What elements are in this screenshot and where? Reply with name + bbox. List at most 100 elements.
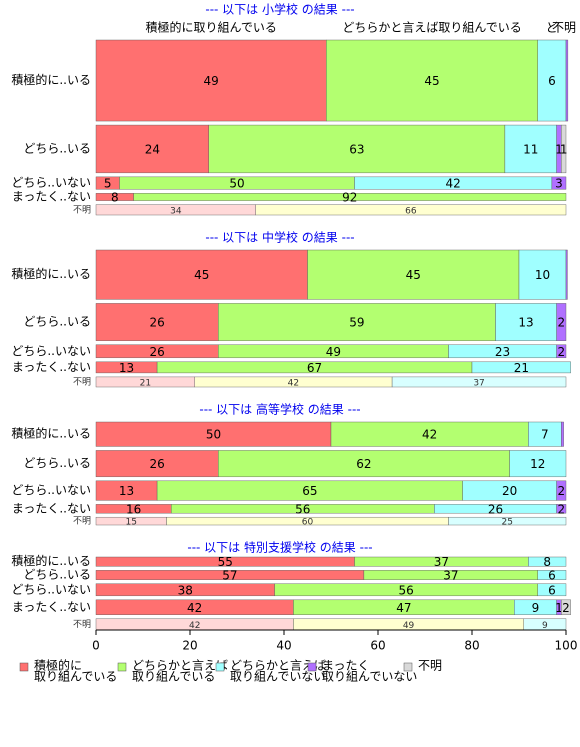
- column-label: どちらかと言えば取り組んでいる: [342, 21, 521, 35]
- value-label: 8: [543, 555, 551, 569]
- value-label: 2: [557, 484, 565, 498]
- bar-segment: [133, 193, 567, 201]
- value-label: 37: [473, 378, 484, 388]
- value-label: 26: [149, 316, 164, 330]
- bar-segment: [95, 303, 219, 341]
- value-label: 6: [548, 74, 556, 88]
- legend-swatch: [117, 662, 127, 672]
- panel-title: --- 以下は 中学校 の結果 ---: [205, 230, 354, 245]
- legend-label: 積極的に: [34, 658, 82, 673]
- value-label: 50: [229, 177, 244, 191]
- value-label: 24: [145, 142, 160, 156]
- row-label: まったく..ない: [12, 189, 91, 203]
- row-label: 不明: [73, 204, 91, 215]
- row-label: 積極的に..いる: [11, 426, 91, 441]
- value-label: 20: [502, 484, 517, 498]
- value-label: 59: [349, 316, 364, 330]
- legend-label: 不明: [418, 659, 442, 673]
- value-label: 49: [204, 74, 219, 88]
- bar-segment: [518, 249, 567, 300]
- bar-segment: [537, 570, 567, 580]
- value-label: 42: [288, 378, 299, 388]
- bar-segment: [565, 39, 569, 122]
- column-label: 積極的に取り組んでいる: [145, 20, 276, 35]
- value-label: 56: [295, 502, 310, 516]
- row-label: どちら..いる: [23, 568, 91, 582]
- bar-segment: [528, 556, 567, 567]
- value-label: 34: [170, 206, 182, 216]
- row-label: まったく..ない: [12, 360, 91, 374]
- value-label: 1: [555, 142, 563, 156]
- value-label: 26: [488, 502, 503, 516]
- row-label: 不明: [73, 516, 91, 527]
- bar-segment: [391, 376, 567, 388]
- bar-segment: [561, 124, 567, 174]
- bar-segment: [561, 599, 571, 615]
- row-label: 積極的に..いる: [11, 553, 91, 568]
- value-label: 13: [119, 361, 134, 375]
- value-label: 8: [111, 190, 119, 204]
- value-label: 37: [443, 569, 458, 583]
- bar-segment: [556, 504, 567, 514]
- legend-swatch: [307, 662, 317, 672]
- bar-segment: [509, 450, 567, 478]
- value-label: 26: [149, 457, 164, 471]
- legend-label: どちらかと言えば: [132, 659, 228, 673]
- bar-segment: [565, 249, 568, 300]
- value-label: 50: [206, 428, 221, 442]
- value-label: 23: [495, 345, 510, 359]
- value-label: 38: [178, 583, 193, 597]
- x-tick-label: 40: [276, 639, 291, 653]
- value-label: 49: [326, 345, 341, 359]
- row-label: どちら..いる: [23, 141, 91, 155]
- value-label: 60: [302, 518, 314, 528]
- bar-segment: [217, 303, 496, 341]
- value-label: 45: [424, 74, 439, 88]
- value-label: 45: [406, 268, 421, 282]
- bar-segment: [495, 303, 557, 341]
- value-label: 13: [518, 316, 533, 330]
- bar-segment: [95, 39, 327, 122]
- bar-segment: [528, 421, 562, 447]
- value-label: 62: [356, 457, 371, 471]
- value-label: 66: [405, 206, 417, 216]
- bar-segment: [95, 124, 210, 174]
- value-label: 3: [555, 177, 563, 191]
- legend-label: 取り組んでいる: [34, 670, 117, 684]
- bar-segment: [448, 516, 567, 526]
- value-label: 6: [548, 569, 556, 583]
- row-label: どちら..いる: [23, 315, 91, 329]
- value-label: 49: [403, 621, 415, 631]
- row-label: 不明: [73, 376, 91, 387]
- value-label: 16: [126, 502, 141, 516]
- column-label: ど: [546, 21, 558, 35]
- legend-label: まったく: [322, 659, 370, 673]
- panel-title: --- 以下は 高等学校 の結果 ---: [199, 402, 360, 417]
- value-label: 37: [434, 555, 449, 569]
- value-label: 2: [557, 345, 565, 359]
- x-tick-label: 100: [555, 639, 578, 653]
- value-label: 21: [514, 361, 529, 375]
- legend-swatch: [19, 662, 29, 672]
- bar-segment: [537, 583, 567, 597]
- row-label: 積極的に..いる: [11, 266, 91, 281]
- value-label: 1: [555, 601, 563, 615]
- value-label: 47: [396, 601, 411, 615]
- bar-segment: [556, 344, 567, 359]
- bar-segment: [307, 249, 520, 300]
- row-label: どちら..いる: [23, 456, 91, 470]
- value-label: 13: [119, 484, 134, 498]
- bar-segment: [551, 176, 567, 190]
- row-label: まったく..ない: [12, 501, 91, 515]
- x-tick-label: 20: [182, 639, 197, 653]
- value-label: 42: [446, 177, 461, 191]
- row-label: どちら..いない: [11, 344, 91, 358]
- value-label: 56: [399, 583, 414, 597]
- value-label: 15: [126, 518, 137, 528]
- bar-segment: [208, 124, 506, 174]
- value-label: 57: [222, 569, 237, 583]
- value-label: 11: [523, 142, 538, 156]
- value-label: 2: [557, 316, 565, 330]
- value-label: 2: [557, 502, 565, 516]
- value-label: 7: [541, 428, 549, 442]
